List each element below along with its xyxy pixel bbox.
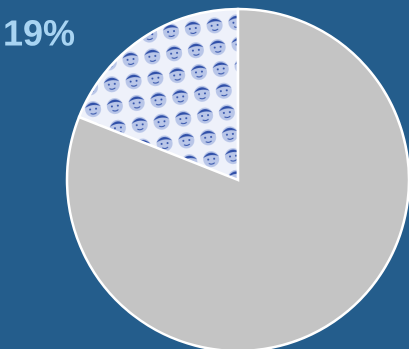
pie: [65, 7, 409, 349]
data-label: 19%: [3, 13, 75, 54]
pie-slice: [65, 7, 409, 349]
pie-slice: [77, 7, 240, 182]
